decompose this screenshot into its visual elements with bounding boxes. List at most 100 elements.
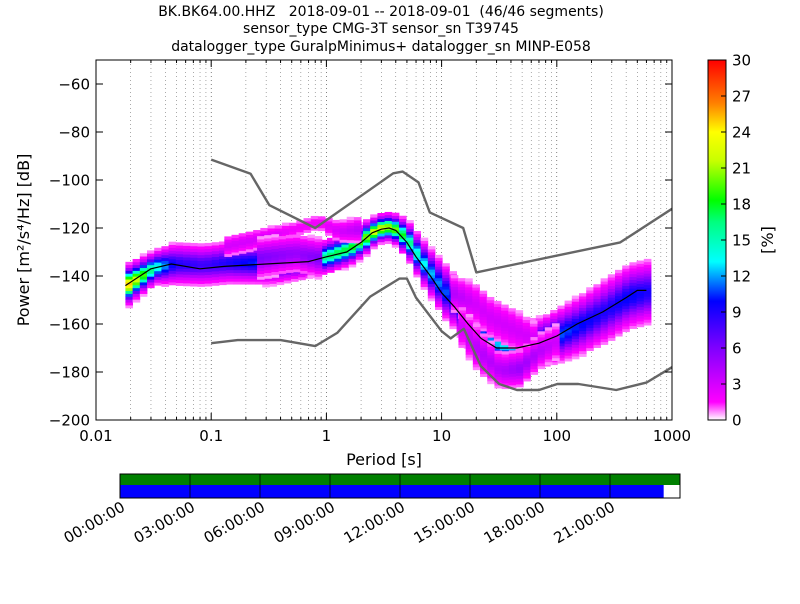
density-cell xyxy=(370,214,378,218)
density-cell xyxy=(442,277,450,281)
density-cell xyxy=(332,222,340,227)
density-cell xyxy=(293,248,301,253)
density-cell xyxy=(516,363,524,368)
density-cell xyxy=(522,328,531,332)
density-cell xyxy=(327,246,335,250)
density-cell xyxy=(557,345,566,350)
density-cell xyxy=(399,230,407,234)
density-cell xyxy=(307,254,316,259)
density-cell xyxy=(384,237,393,242)
density-cell xyxy=(629,282,638,286)
density-cell xyxy=(147,276,155,280)
density-cell xyxy=(353,219,362,224)
density-cell xyxy=(175,245,184,249)
density-cell xyxy=(257,276,265,280)
density-cell xyxy=(530,348,539,352)
density-cell xyxy=(494,362,503,366)
density-cell xyxy=(479,302,488,306)
density-cell xyxy=(183,248,191,252)
density-cell xyxy=(355,244,364,249)
density-cell xyxy=(427,286,436,290)
density-cell xyxy=(190,263,198,267)
density-cell xyxy=(593,315,602,320)
density-cell xyxy=(211,242,220,246)
density-cell xyxy=(175,282,184,286)
density-cell xyxy=(523,378,531,382)
density-cell xyxy=(615,313,623,317)
density-cell xyxy=(274,228,283,232)
density-cell xyxy=(557,360,566,364)
density-cell xyxy=(346,219,355,223)
density-cell xyxy=(494,373,503,377)
density-cell xyxy=(629,322,638,327)
density-cell xyxy=(238,250,247,254)
density-cell xyxy=(353,240,362,244)
density-cell xyxy=(564,343,573,348)
density-cell xyxy=(607,282,616,287)
density-cell xyxy=(420,280,429,285)
density-cell xyxy=(600,281,609,285)
density-cell xyxy=(465,292,473,297)
density-cell xyxy=(643,264,652,268)
density-cell xyxy=(530,368,539,372)
density-cell xyxy=(535,329,544,333)
density-cell xyxy=(442,274,450,279)
density-cell xyxy=(219,273,227,277)
density-cell xyxy=(615,292,623,297)
density-cell xyxy=(339,239,348,243)
density-cell xyxy=(586,298,594,303)
density-cell xyxy=(501,380,510,384)
density-cell xyxy=(501,330,509,334)
density-cell xyxy=(486,322,495,327)
density-cell xyxy=(370,243,378,247)
density-cell xyxy=(363,248,371,252)
density-cell xyxy=(552,326,560,330)
x-axis-label: Period [s] xyxy=(346,450,422,469)
density-cell xyxy=(523,358,531,362)
density-cell xyxy=(472,316,480,320)
density-cell xyxy=(147,264,155,269)
density-cell xyxy=(399,233,407,237)
density-cell xyxy=(183,265,191,269)
density-cell xyxy=(399,241,407,245)
density-cell xyxy=(370,234,378,238)
density-cell xyxy=(175,276,184,281)
density-cell xyxy=(420,240,429,244)
density-cell xyxy=(479,299,488,303)
density-cell xyxy=(571,330,580,334)
density-cell xyxy=(458,330,467,334)
density-cell xyxy=(629,270,638,275)
density-cell xyxy=(544,327,553,331)
density-cell xyxy=(253,238,261,242)
density-cell xyxy=(643,293,652,297)
header-line-1: BK.BK64.00.HHZ 2018-09-01 -- 2018-09-01 … xyxy=(158,4,604,20)
density-cell xyxy=(629,311,638,315)
density-cell xyxy=(168,258,177,263)
new-high-noise-model-line xyxy=(210,158,672,274)
density-cell xyxy=(278,241,287,246)
density-cell xyxy=(253,247,261,251)
density-cell xyxy=(493,312,502,316)
density-cell xyxy=(564,355,573,359)
density-cell xyxy=(399,224,407,228)
density-cell xyxy=(325,220,333,225)
density-cell xyxy=(487,369,495,373)
density-cell xyxy=(636,306,645,310)
density-cell xyxy=(406,240,414,244)
density-cell xyxy=(442,283,450,287)
density-cell xyxy=(264,269,272,274)
density-cell xyxy=(586,333,594,337)
density-cell xyxy=(522,322,531,326)
density-cell xyxy=(427,269,436,273)
timeline-tick-label: 09:00:00 xyxy=(271,498,338,547)
density-cell xyxy=(264,246,272,250)
density-cell xyxy=(465,295,473,299)
density-cell xyxy=(255,278,263,282)
density-cell xyxy=(501,374,510,378)
density-cell xyxy=(607,337,616,341)
density-cell xyxy=(508,367,517,371)
density-cell xyxy=(600,298,609,302)
density-cell xyxy=(161,280,170,285)
density-cell xyxy=(348,243,357,248)
